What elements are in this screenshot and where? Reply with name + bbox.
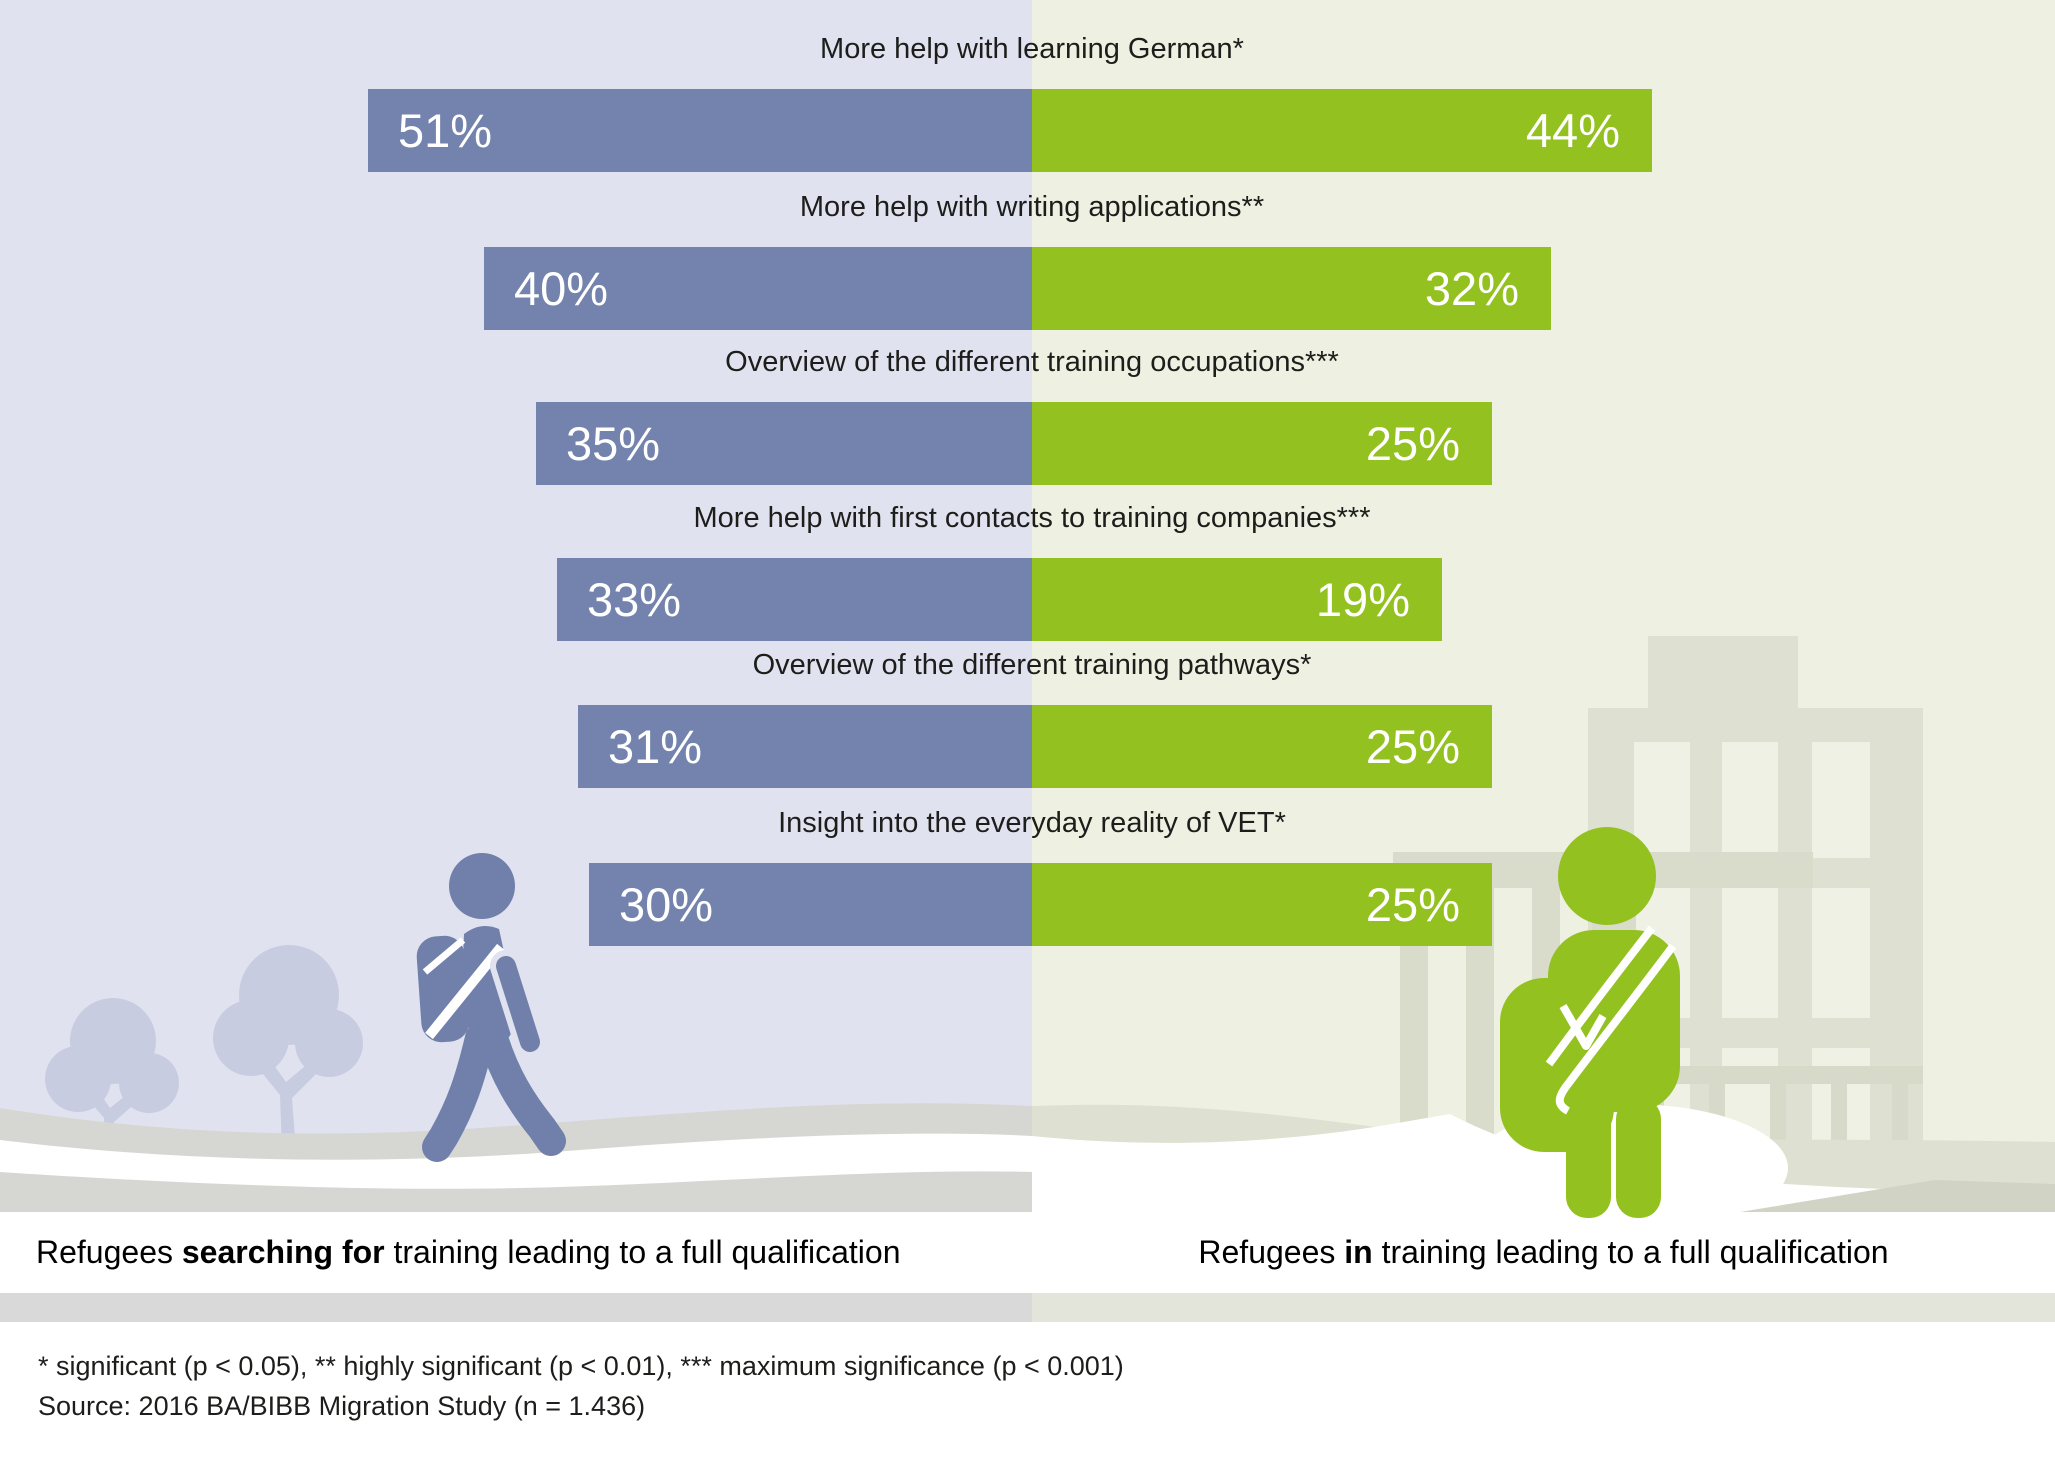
caption-text: training leading to a full qualification: [1372, 1234, 1889, 1270]
right-bar-value: 25%: [1365, 417, 1460, 470]
left-bar: 31%: [578, 705, 1032, 788]
right-bar-value: 44%: [1525, 104, 1620, 157]
right-bar: 25%: [1032, 705, 1492, 788]
left-series-caption: Refugees searching for training leading …: [36, 1212, 900, 1293]
right-bar-value: 32%: [1424, 262, 1519, 315]
left-bar: 51%: [368, 89, 1032, 172]
right-bar-value: 25%: [1365, 878, 1460, 931]
caption-bold-text: in: [1344, 1234, 1373, 1270]
left-bar: 33%: [557, 558, 1032, 641]
left-bar-value: 35%: [566, 417, 661, 470]
right-bar: 32%: [1032, 247, 1551, 330]
right-bar: 25%: [1032, 402, 1492, 485]
right-bar: 25%: [1032, 863, 1492, 946]
bar-label: Insight into the everyday reality of VET…: [778, 807, 1286, 839]
left-bar-value: 30%: [619, 878, 714, 931]
caption-bold-text: searching for: [181, 1234, 385, 1270]
right-bar-value: 25%: [1365, 720, 1460, 773]
bar-label: More help with learning German*: [820, 33, 1244, 65]
source-note: Source: 2016 BA/BIBB Migration Study (n …: [38, 1391, 646, 1421]
footnotes: * significant (p < 0.05), ** highly sign…: [38, 1346, 1124, 1426]
right-bar-value: 19%: [1315, 573, 1410, 626]
caption-text: training leading to a full qualification: [384, 1234, 901, 1270]
bar-label: Overview of the different training pathw…: [752, 649, 1312, 681]
left-bar-value: 51%: [398, 104, 493, 157]
bar-label: Overview of the different training occup…: [725, 346, 1339, 378]
caption-text: Refugees: [36, 1234, 182, 1270]
left-bar: 35%: [536, 402, 1032, 485]
right-bar: 19%: [1032, 558, 1442, 641]
right-bar: 44%: [1032, 89, 1652, 172]
caption-text: Refugees: [1198, 1234, 1345, 1270]
divider-strip-left: [0, 1293, 1032, 1322]
left-bar-value: 40%: [514, 262, 609, 315]
divider-strip-right: [1032, 1293, 2055, 1322]
left-bar: 40%: [484, 247, 1032, 330]
bar-label: More help with writing applications**: [799, 191, 1265, 223]
right-series-caption: Refugees in training leading to a full q…: [1032, 1212, 2055, 1293]
left-bar-value: 31%: [608, 720, 703, 773]
significance-note: * significant (p < 0.05), ** highly sign…: [38, 1351, 1124, 1381]
left-bar: 30%: [589, 863, 1032, 946]
left-bar-value: 33%: [587, 573, 682, 626]
bar-label: More help with first contacts to trainin…: [693, 502, 1371, 534]
